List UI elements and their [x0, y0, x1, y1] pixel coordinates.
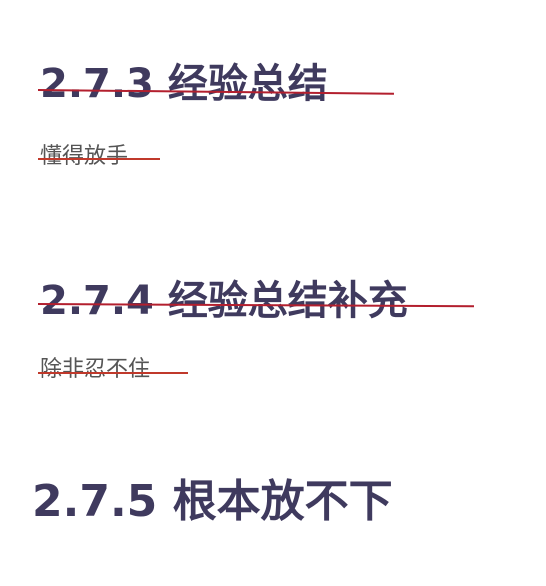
section-heading-2-7-5: 2.7.5 根本放不下	[32, 476, 393, 527]
section-heading-2-7-3: 2.7.3 经验总结	[40, 61, 328, 107]
strikethrough-line	[38, 372, 188, 374]
section-heading-2-7-4: 2.7.4 经验总结补充	[40, 278, 408, 324]
section-note-2-7-4: 除非忍不住	[40, 357, 151, 382]
strikethrough-line	[38, 158, 160, 160]
section-note-2-7-3: 懂得放手	[40, 144, 129, 169]
